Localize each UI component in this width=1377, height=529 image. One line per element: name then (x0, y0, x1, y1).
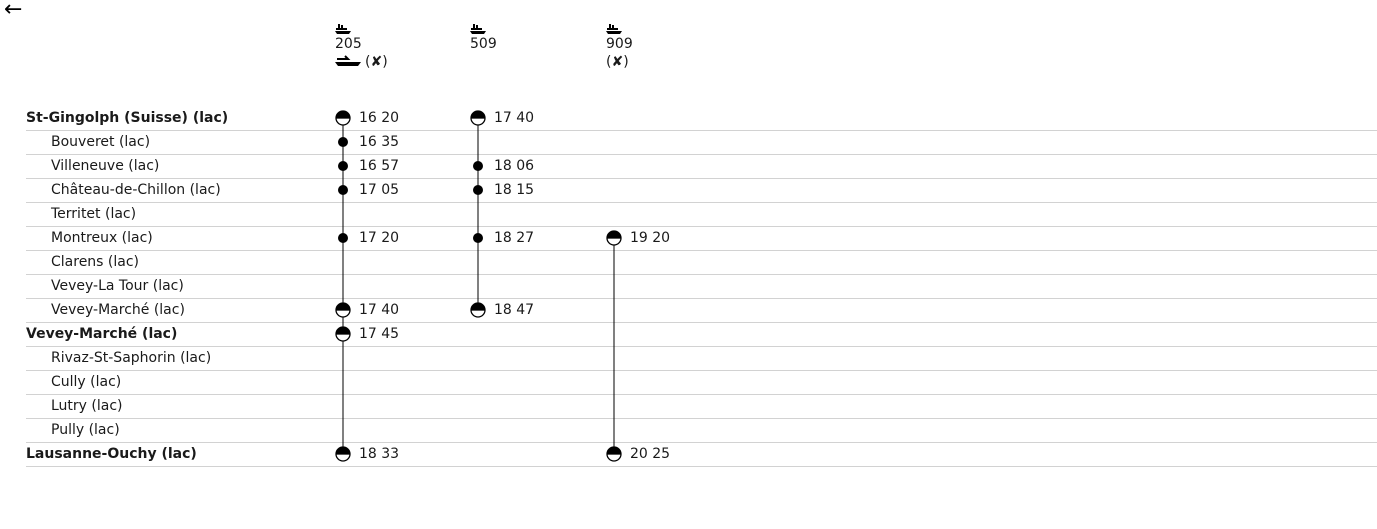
stop-name: St-Gingolph (Suisse) (lac) (26, 110, 229, 126)
stop-name: Cully (lac) (51, 374, 122, 390)
stop-row: Pully (lac) (26, 419, 1377, 443)
time-value: 20 25 (630, 446, 671, 462)
service-attributes (470, 53, 620, 71)
time-value: 16 57 (359, 158, 400, 174)
stop-name: Château-de-Chillon (lac) (51, 182, 221, 198)
time-value: 17 45 (359, 326, 400, 342)
time-value: 17 40 (359, 302, 400, 318)
stop-row: Lausanne-Ouchy (lac) 18 33 20 25 (26, 443, 1377, 467)
time-value: 18 33 (359, 446, 400, 462)
time-value: 18 06 (494, 158, 535, 174)
service-number: 509 (470, 36, 497, 52)
stop-row: Montreux (lac) 17 20 18 27 19 20 (26, 227, 1377, 251)
boat-icon (606, 22, 756, 36)
stop-row: Vevey-Marché (lac) 17 40 18 47 (26, 299, 1377, 323)
service-header-205: 205 (✘) (335, 22, 485, 71)
stop-row: Lutry (lac) (26, 395, 1377, 419)
time-value: 17 40 (494, 110, 535, 126)
stop-row: Rivaz-St-Saphorin (lac) (26, 347, 1377, 371)
no-restaurant-icon: (✘) (606, 53, 629, 70)
service-number: 909 (606, 36, 633, 52)
timetable-header: 205 (✘) 509 909 (✘) (0, 22, 1377, 92)
stop-row: Vevey-La Tour (lac) (26, 275, 1377, 299)
time-value: 16 35 (359, 134, 400, 150)
boat-icon (335, 22, 485, 36)
time-value: 17 20 (359, 230, 400, 246)
stop-name: Bouveret (lac) (51, 134, 151, 150)
stop-name: Vevey-Marché (lac) (26, 326, 178, 342)
boarding-icon (335, 53, 361, 72)
stop-row: Vevey-Marché (lac) 17 45 (26, 323, 1377, 347)
stop-name: Lutry (lac) (51, 398, 123, 414)
service-attributes: (✘) (606, 53, 756, 71)
time-value: 18 47 (494, 302, 535, 318)
time-value: 18 15 (494, 182, 535, 198)
stop-row: St-Gingolph (Suisse) (lac) 16 20 17 40 (26, 107, 1377, 131)
boat-icon (470, 22, 620, 36)
stop-name: Lausanne-Ouchy (lac) (26, 446, 197, 462)
service-number: 205 (335, 36, 362, 52)
stop-row: Clarens (lac) (26, 251, 1377, 275)
stop-name: Territet (lac) (51, 206, 137, 222)
no-restaurant-icon: (✘) (365, 53, 388, 70)
stop-row: Château-de-Chillon (lac) 17 05 18 15 (26, 179, 1377, 203)
stop-name: Vevey-La Tour (lac) (51, 278, 184, 294)
timetable: St-Gingolph (Suisse) (lac) 16 20 17 40 Bouv… (26, 107, 1377, 467)
service-header-509: 509 (470, 22, 620, 71)
time-value: 16 20 (359, 110, 400, 126)
stop-name: Rivaz-St-Saphorin (lac) (51, 350, 212, 366)
service-header-909: 909 (✘) (606, 22, 756, 71)
service-attributes: (✘) (335, 53, 485, 71)
stop-row: Villeneuve (lac) 16 57 18 06 (26, 155, 1377, 179)
stop-name: Montreux (lac) (51, 230, 153, 246)
stop-name: Villeneuve (lac) (51, 158, 160, 174)
stop-row: Territet (lac) (26, 203, 1377, 227)
stop-name: Pully (lac) (51, 422, 120, 438)
stop-row: Cully (lac) (26, 371, 1377, 395)
stop-row: Bouveret (lac) 16 35 (26, 131, 1377, 155)
stop-name: Clarens (lac) (51, 254, 140, 270)
stop-name: Vevey-Marché (lac) (51, 302, 185, 318)
time-value: 17 05 (359, 182, 400, 198)
time-value: 19 20 (630, 230, 671, 246)
back-arrow-icon[interactable]: ← (4, 0, 23, 22)
time-value: 18 27 (494, 230, 535, 246)
